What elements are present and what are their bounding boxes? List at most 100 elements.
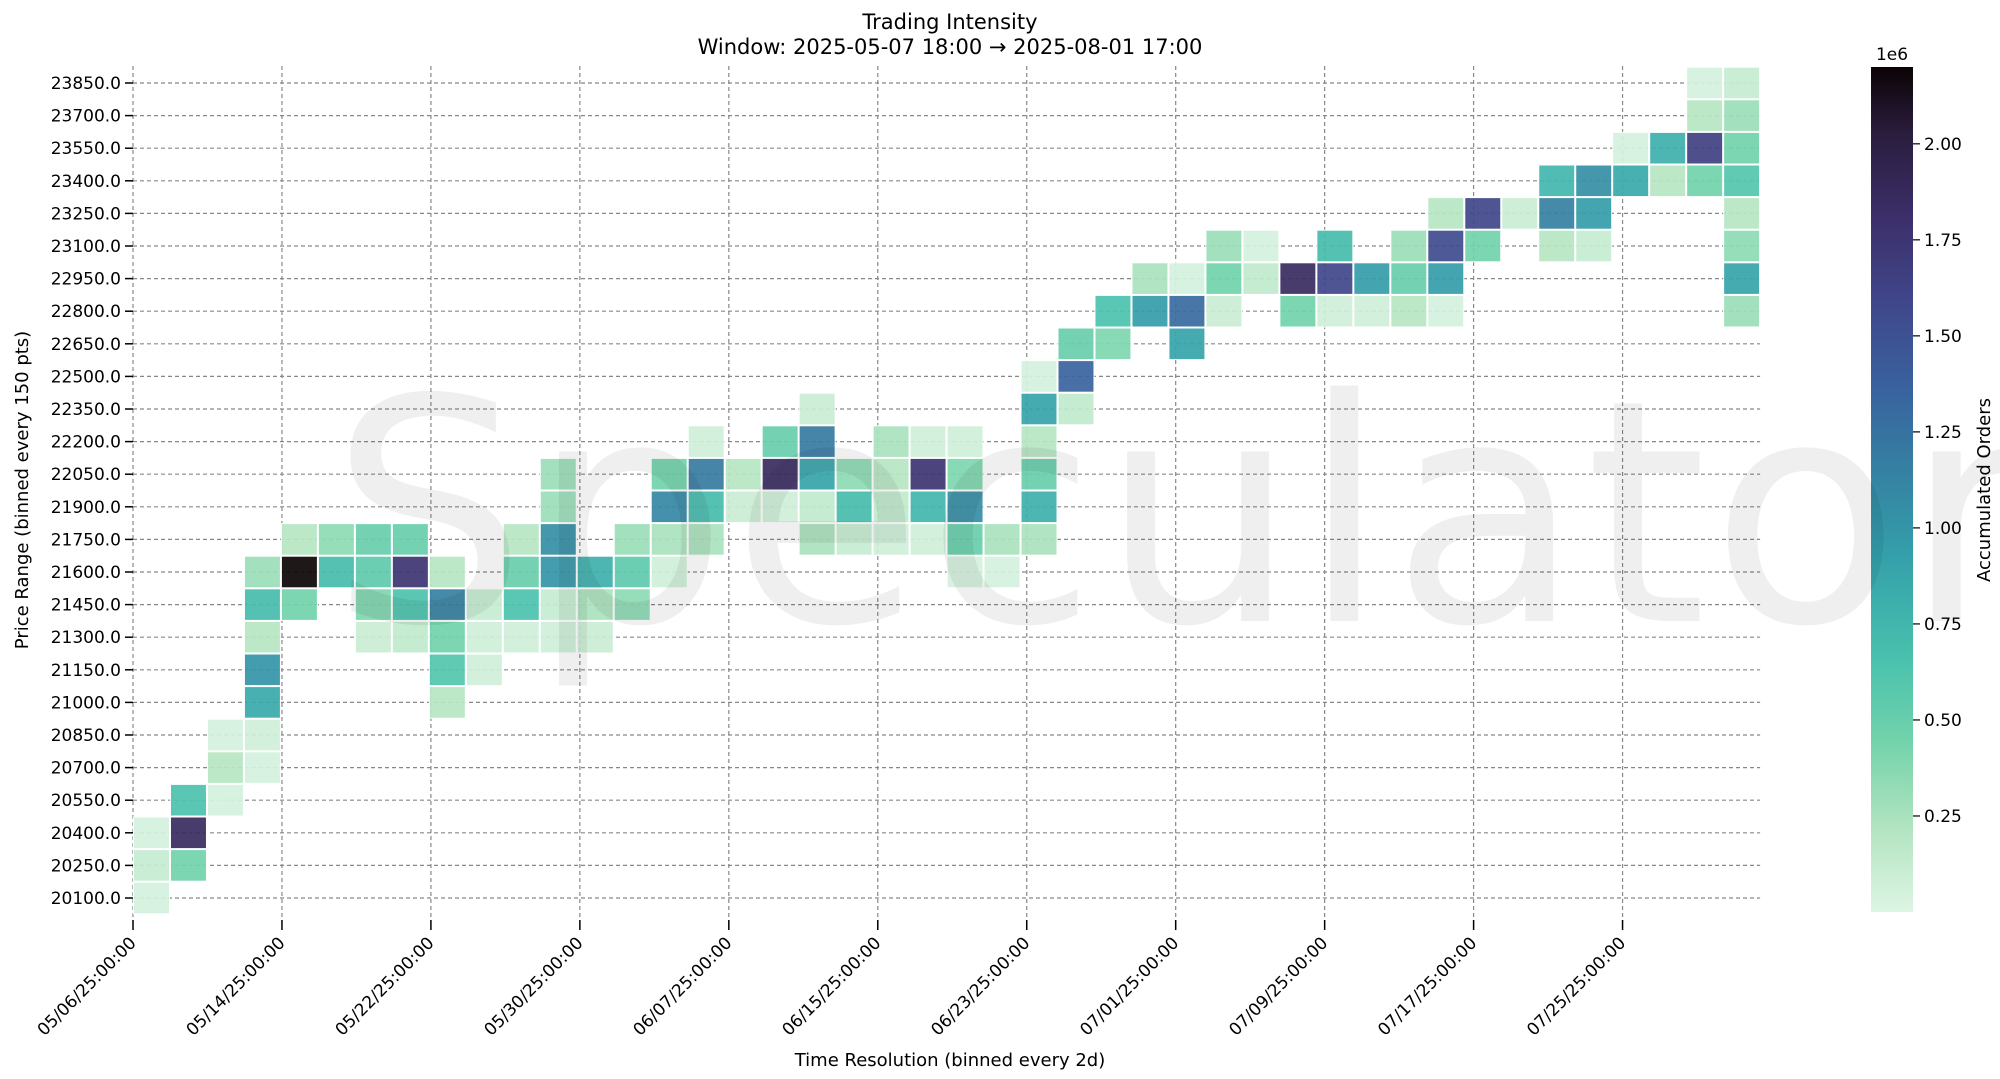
heatmap-cell: [1390, 262, 1428, 295]
y-tick-label: 23100.0: [51, 237, 121, 257]
heatmap-cell: [1205, 262, 1243, 295]
heatmap-cell: [280, 555, 318, 589]
heatmap-cell: [428, 588, 466, 621]
heatmap-cell: [946, 523, 984, 556]
heatmap-cell: [465, 653, 503, 687]
heatmap-cell: [1686, 164, 1724, 198]
x-axis-ticks: 05/06/25:00:00 05/14/25:00:00 05/22/25:00:…: [34, 920, 1630, 1040]
heatmap-cell: [983, 555, 1021, 589]
y-tick-label: 22800.0: [51, 302, 121, 322]
heatmap-cell: [169, 849, 207, 882]
heatmap-cell: [1316, 262, 1354, 295]
heatmap-cell: [1279, 294, 1317, 328]
colorbar-scale-label: 1e6: [1876, 45, 1908, 65]
heatmap-cell: [650, 523, 688, 556]
heatmap-cell: [872, 523, 910, 556]
heatmap-cell: [428, 653, 466, 687]
heatmap-cell: [1168, 294, 1206, 328]
heatmap-cell: [502, 523, 540, 556]
heatmap-cell: [1538, 197, 1576, 230]
heatmap-cell: [391, 555, 429, 589]
colorbar-tick-label: 0.25: [1924, 807, 1962, 827]
heatmap-cell: [1649, 131, 1687, 165]
heatmap-cell: [391, 588, 429, 621]
colorbar: 0.25 0.50 0.75 1.00 1.25 1.50 1.75 2.00 1e6 Acc…: [1871, 45, 1995, 912]
heatmap-cell: [761, 490, 799, 524]
heatmap-cell: [761, 425, 799, 458]
heatmap-cell: [909, 457, 947, 491]
heatmap-cell: [1094, 327, 1132, 361]
chart-subtitle: Window: 2025-05-07 18:00 → 2025-08-01 17…: [697, 35, 1203, 59]
y-tick-label: 22950.0: [51, 270, 121, 290]
heatmap-cell: [539, 588, 577, 621]
heatmap-cell: [1316, 229, 1354, 263]
heatmap-cell: [761, 457, 799, 491]
heatmap-cell: [1131, 262, 1169, 295]
heatmap-cell: [169, 816, 207, 850]
y-tick-label: 21000.0: [51, 693, 121, 713]
heatmap-cell: [280, 588, 318, 621]
heatmap-cell: [798, 457, 836, 491]
heatmap-cell: [1131, 294, 1169, 328]
heatmap-cell: [983, 523, 1021, 556]
heatmap-cell: [1464, 197, 1502, 230]
heatmap-cell: [317, 555, 355, 589]
x-tick-label: 07/17/25:00:00: [1374, 933, 1481, 1040]
y-tick-label: 23700.0: [51, 107, 121, 127]
heatmap-cell: [243, 718, 281, 752]
heatmap-cell: [1723, 262, 1761, 295]
y-tick-label: 22200.0: [51, 433, 121, 453]
heatmap-cell: [613, 523, 651, 556]
heatmap-cell: [1427, 262, 1465, 295]
heatmap-cell: [1020, 360, 1058, 393]
heatmap-cell: [1612, 164, 1650, 198]
heatmap-cell: [206, 751, 244, 784]
y-tick-label: 23550.0: [51, 139, 121, 159]
heatmap-cell: [1538, 229, 1576, 263]
heatmap-cell: [650, 457, 688, 491]
heatmap-cell: [206, 783, 244, 817]
heatmap-cell: [946, 490, 984, 524]
heatmap-cell: [243, 653, 281, 687]
heatmap-cell: [539, 555, 577, 589]
heatmap-cell: [613, 588, 651, 621]
heatmap-cell: [1242, 262, 1280, 295]
x-tick-label: 05/30/25:00:00: [481, 933, 588, 1040]
colorbar-tick-label: 1.50: [1924, 327, 1962, 347]
heatmap-cell: [354, 620, 392, 654]
y-axis-label: Price Range (binned every 150 pts): [12, 331, 33, 649]
heatmap-cell: [133, 849, 170, 882]
heatmap-cell: [650, 490, 688, 524]
x-tick-label: 05/14/25:00:00: [183, 933, 290, 1040]
y-tick-label: 20550.0: [51, 791, 121, 811]
heatmap-cell: [724, 457, 762, 491]
heatmap-cell: [835, 457, 873, 491]
colorbar-tick-label: 2.00: [1924, 135, 1962, 155]
heatmap-cell: [798, 425, 836, 458]
heatmap-cell: [1020, 425, 1058, 458]
heatmap-cell: [650, 555, 688, 589]
heatmap-cell: [169, 783, 207, 817]
heatmap-cell: [243, 555, 281, 589]
y-tick-label: 20100.0: [51, 889, 121, 909]
heatmap-cell: [465, 620, 503, 654]
y-tick-label: 22350.0: [51, 400, 121, 420]
y-tick-label: 22050.0: [51, 465, 121, 485]
x-tick-label: 07/01/25:00:00: [1076, 933, 1183, 1040]
heatmap-cell: [317, 523, 355, 556]
colorbar-tick-label: 1.25: [1924, 423, 1962, 443]
heatmap-cell: [946, 555, 984, 589]
heatmap-cell: [133, 881, 170, 915]
heatmap-cells: [133, 66, 1761, 915]
heatmap-cell: [724, 490, 762, 524]
heatmap-cell: [1205, 229, 1243, 263]
heatmap-cell: [946, 457, 984, 491]
heatmap-cell: [576, 555, 614, 589]
heatmap-cell: [1168, 262, 1206, 295]
heatmap-cell: [798, 490, 836, 524]
heatmap-cell: [909, 425, 947, 458]
heatmap-cell: [502, 620, 540, 654]
heatmap-cell: [909, 523, 947, 556]
y-tick-label: 23400.0: [51, 172, 121, 192]
